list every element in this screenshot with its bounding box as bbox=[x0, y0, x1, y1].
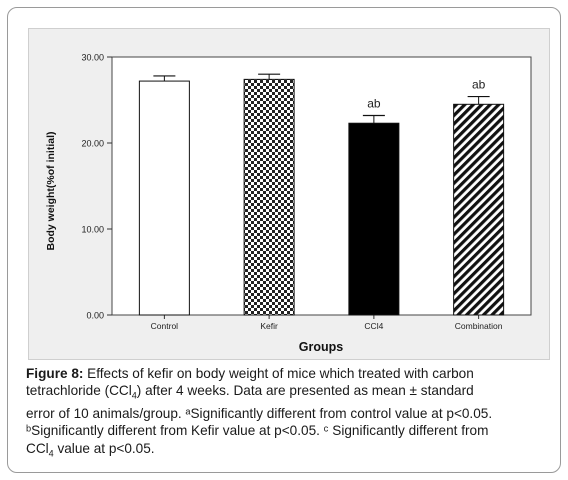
bar-control bbox=[138, 80, 190, 316]
caption-line-2-rest: ) after 4 weeks. Data are presented as m… bbox=[136, 383, 474, 399]
figure-caption: Figure 8: Effects of kefir on body weigh… bbox=[26, 365, 556, 462]
bar-combination bbox=[453, 103, 505, 316]
x-tick-label: Combination bbox=[455, 321, 503, 331]
y-tick-label: 30.00 bbox=[81, 53, 104, 63]
significance-label: ab bbox=[472, 78, 486, 92]
figure-label: Figure 8: bbox=[26, 366, 84, 381]
bar-chart: 0.00 10.00 20.00 30.00 Control Kefir CCl4 Combi… bbox=[45, 53, 532, 354]
caption-line-3: error of 10 animals/group. ᵃSignificantl… bbox=[26, 406, 493, 422]
caption-line-4: ᵇSignificantly different from Kefir valu… bbox=[26, 423, 489, 439]
caption-line-5-sub: 4 bbox=[48, 448, 54, 459]
y-tick-label: 20.00 bbox=[81, 139, 104, 149]
x-tick-label: Kefir bbox=[260, 321, 278, 331]
caption-line-2-sub: 4 bbox=[131, 390, 137, 401]
x-tick-label: CCl4 bbox=[364, 321, 383, 331]
bar-ccl4 bbox=[348, 122, 400, 316]
y-axis-label: Body weight(%of initial) bbox=[45, 132, 57, 251]
caption-line-1: Effects of kefir on body weight of mice … bbox=[83, 366, 474, 381]
caption-line-5: CCl bbox=[26, 440, 49, 456]
bar-kefir bbox=[243, 78, 295, 316]
chart-panel: 0.00 10.00 20.00 30.00 Control Kefir CCl4 Combi… bbox=[28, 28, 550, 360]
caption-line-2: tetrachloride (CCl bbox=[26, 383, 132, 399]
y-tick-label: 10.00 bbox=[81, 225, 104, 235]
figure-frame: 0.00 10.00 20.00 30.00 Control Kefir CCl4 Combi… bbox=[7, 7, 561, 473]
significance-label: ab bbox=[367, 96, 381, 110]
x-axis-label: Groups bbox=[299, 340, 343, 354]
x-tick-label: Control bbox=[151, 321, 179, 331]
caption-line-5-rest: value at p<0.05. bbox=[53, 440, 155, 456]
y-tick-label: 0.00 bbox=[86, 311, 104, 321]
